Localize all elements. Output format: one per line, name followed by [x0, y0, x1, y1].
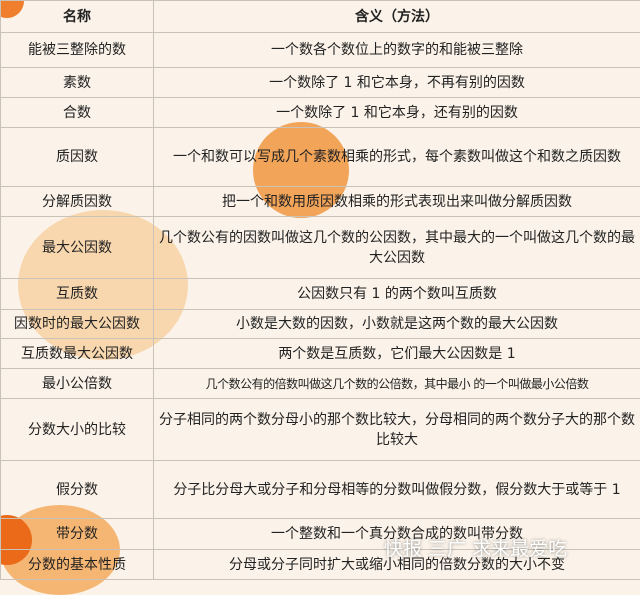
definition-cell: 几个数公有的倍数叫做这几个数的公倍数，其中最小 的一个叫做最小公倍数: [154, 369, 640, 399]
term-cell: 互质数最大公因数: [1, 339, 154, 369]
term-cell: 分数大小的比较: [1, 399, 154, 461]
table-row: 质因数 一个和数可以写成几个素数相乘的形式，每个素数叫做这个和数之质因数: [1, 128, 640, 187]
definition-cell: 一个数除了 1 和它本身，还有别的因数: [154, 98, 640, 128]
term-cell: 互质数: [1, 279, 154, 310]
header-definition: 含义（方法）: [154, 1, 640, 33]
definition-cell: 几个数公有的因数叫做这几个数的公因数，其中最大的一个叫做这几个数的最大公因数: [154, 217, 640, 279]
table-row: 素数 一个数除了 1 和它本身，不再有别的因数: [1, 68, 640, 98]
definition-cell: 一个和数可以写成几个素数相乘的形式，每个素数叫做这个和数之质因数: [154, 128, 640, 187]
table-row: 互质数 公因数只有 1 的两个数叫互质数: [1, 279, 640, 310]
term-cell: 最小公倍数: [1, 369, 154, 399]
definition-cell: 两个数是互质数，它们最大公因数是 1: [154, 339, 640, 369]
math-terms-table: 名称 含义（方法） 能被三整除的数 一个数各个数位上的数字的和能被三整除 素数 …: [0, 0, 640, 580]
term-cell: 分解质因数: [1, 187, 154, 217]
definition-cell: 分子比分母大或分子和分母相等的分数叫做假分数，假分数大于或等于 1: [154, 461, 640, 519]
definition-cell: 小数是大数的因数，小数就是这两个数的最大公因数: [154, 310, 640, 339]
table-row: 互质数最大公因数 两个数是互质数，它们最大公因数是 1: [1, 339, 640, 369]
term-cell: 最大公因数: [1, 217, 154, 279]
table-row: 分数大小的比较 分子相同的两个数分母小的那个数比较大，分母相同的两个数分子大的那…: [1, 399, 640, 461]
definition-cell: 一个数各个数位上的数字的和能被三整除: [154, 33, 640, 68]
header-term: 名称: [1, 1, 154, 33]
watermark: 快报 三广 求来最爱吃: [384, 534, 567, 561]
term-cell: 分数的基本性质: [1, 550, 154, 580]
table-row: 因数时的最大公因数 小数是大数的因数，小数就是这两个数的最大公因数: [1, 310, 640, 339]
term-cell: 素数: [1, 68, 154, 98]
definition-cell: 分子相同的两个数分母小的那个数比较大，分母相同的两个数分子大的那个数比较大: [154, 399, 640, 461]
table-row: 合数 一个数除了 1 和它本身，还有别的因数: [1, 98, 640, 128]
table-row: 能被三整除的数 一个数各个数位上的数字的和能被三整除: [1, 33, 640, 68]
table-row: 最大公因数 几个数公有的因数叫做这几个数的公因数，其中最大的一个叫做这几个数的最…: [1, 217, 640, 279]
definition-cell: 把一个和数用质因数相乘的形式表现出来叫做分解质因数: [154, 187, 640, 217]
table-row: 最小公倍数 几个数公有的倍数叫做这几个数的公倍数，其中最小 的一个叫做最小公倍数: [1, 369, 640, 399]
term-cell: 能被三整除的数: [1, 33, 154, 68]
term-cell: 带分数: [1, 519, 154, 550]
term-cell: 因数时的最大公因数: [1, 310, 154, 339]
term-cell: 质因数: [1, 128, 154, 187]
table-row: 假分数 分子比分母大或分子和分母相等的分数叫做假分数，假分数大于或等于 1: [1, 461, 640, 519]
definition-cell: 一个数除了 1 和它本身，不再有别的因数: [154, 68, 640, 98]
definition-cell: 公因数只有 1 的两个数叫互质数: [154, 279, 640, 310]
term-cell: 假分数: [1, 461, 154, 519]
table-header-row: 名称 含义（方法）: [1, 1, 640, 33]
term-cell: 合数: [1, 98, 154, 128]
table-row: 分解质因数 把一个和数用质因数相乘的形式表现出来叫做分解质因数: [1, 187, 640, 217]
